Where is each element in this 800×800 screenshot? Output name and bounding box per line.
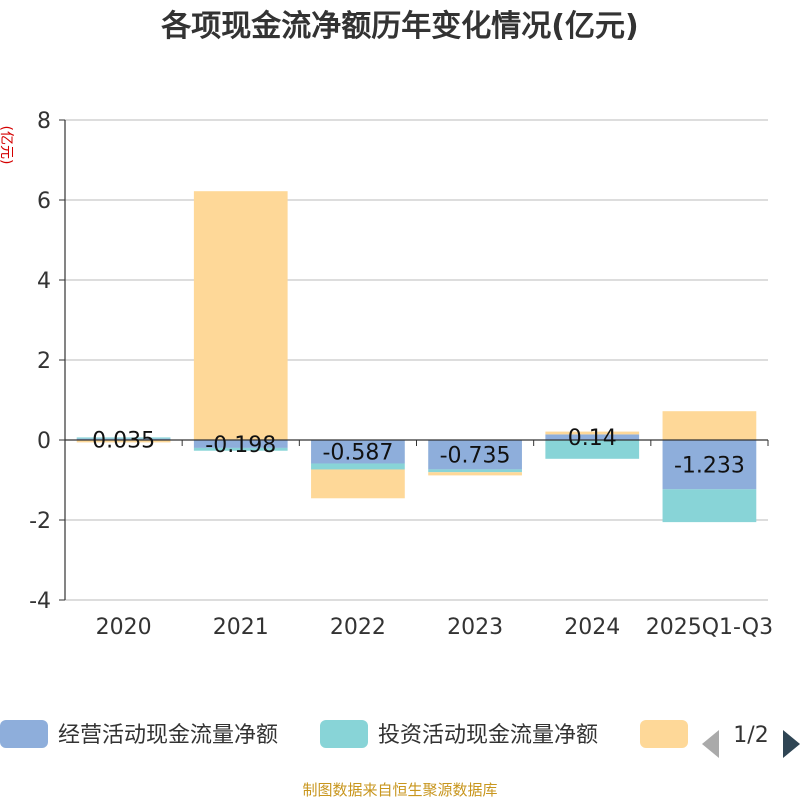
- y-tick-label: 8: [37, 109, 51, 134]
- y-tick-label: -4: [29, 589, 51, 614]
- bar-financing-2025Q1-Q3: [662, 411, 757, 440]
- bar-investing-2023: [428, 469, 522, 473]
- bar-investing-2025Q1-Q3: [662, 489, 757, 523]
- legend-page-indicator: 1/2: [733, 723, 768, 748]
- bar-operating-2021: [193, 440, 288, 448]
- bar-financing-2021: [193, 191, 288, 440]
- axes: -4 -2 0 2 4 6 8 2020 2021 2022 2023 2024 2025Q1-Q3: [29, 109, 773, 640]
- y-tick-label: 4: [37, 269, 51, 294]
- bar-operating-2025Q1-Q3: [662, 440, 757, 490]
- bar-financing-2022: [311, 469, 405, 499]
- x-tick-label: 2024: [564, 615, 620, 640]
- data-label-2023: -0.735: [440, 444, 511, 469]
- legend-label-operating: 经营活动现金流量净额: [58, 723, 278, 748]
- y-tick-label: 2: [37, 349, 51, 374]
- bar-financing-2023: [428, 472, 522, 476]
- data-label-2021: -0.198: [205, 433, 276, 458]
- y-tick-label: 0: [37, 429, 51, 454]
- bar-financing-2024: [545, 431, 640, 435]
- bar-investing-2021: [193, 447, 288, 451]
- bar-operating-2022: [311, 440, 405, 464]
- x-tick-label: 2020: [96, 615, 152, 640]
- bar-investing-2022: [311, 463, 405, 470]
- data-source: 制图数据来自恒生聚源数据库: [302, 781, 497, 799]
- x-tick-label: 2023: [447, 615, 503, 640]
- chart-title: 各项现金流净额历年变化情况(亿元): [160, 9, 638, 44]
- y-axis-label: (亿元): [0, 126, 14, 165]
- data-label-2025Q1-Q3: -1.233: [674, 454, 745, 479]
- x-tick-label: 2022: [330, 615, 386, 640]
- x-tick-label: 2021: [213, 615, 269, 640]
- legend-label-investing: 投资活动现金流量净额: [378, 723, 598, 748]
- legend: 经营活动现金流量净额 投资活动现金流量净额: [0, 720, 688, 748]
- grid-lines: [65, 119, 768, 601]
- legend-next-icon[interactable]: [783, 730, 800, 758]
- legend-prev-icon[interactable]: [702, 730, 719, 758]
- y-tick-label: -2: [29, 509, 51, 534]
- bar-financing-2020: [76, 440, 171, 443]
- bar-operating-2024: [545, 434, 640, 440]
- x-tick-label: 2025Q1-Q3: [646, 615, 773, 640]
- bars: [76, 191, 757, 523]
- bar-investing-2024: [545, 440, 640, 459]
- data-label-2024: 0.14: [568, 426, 617, 451]
- bar-investing-2020: [76, 437, 171, 439]
- data-labels: 0.035 -0.198 -0.587 -0.735 0.14 -1.233: [92, 426, 745, 478]
- legend-swatch-financing: [640, 720, 688, 748]
- bar-operating-2020: [76, 438, 171, 440]
- legend-swatch-investing: [320, 720, 368, 748]
- y-tick-label: 6: [37, 189, 51, 214]
- bar-operating-2023: [428, 440, 522, 470]
- legend-swatch-operating: [0, 720, 48, 748]
- data-label-2022: -0.587: [322, 441, 393, 466]
- data-label-2020: 0.035: [92, 428, 155, 453]
